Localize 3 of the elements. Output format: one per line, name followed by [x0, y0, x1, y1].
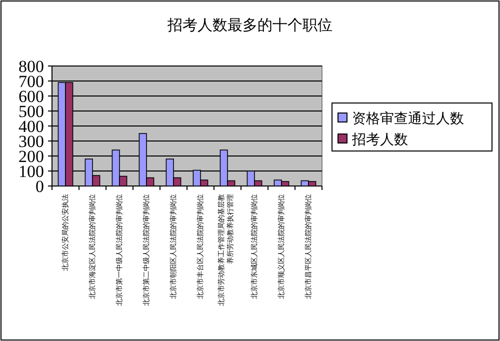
legend-label: 招考人数 — [351, 132, 408, 148]
legend-label: 资格审查通过人数 — [352, 111, 464, 127]
chart-title: 招考人数最多的十个职位 — [166, 16, 332, 34]
